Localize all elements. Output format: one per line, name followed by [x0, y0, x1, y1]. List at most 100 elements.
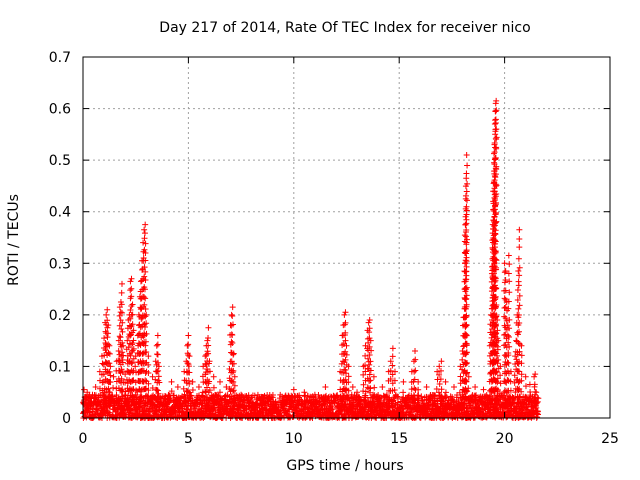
data-point — [505, 252, 512, 259]
data-point — [186, 369, 193, 376]
data-point — [463, 378, 470, 385]
data-point — [495, 337, 502, 344]
data-point — [294, 393, 301, 400]
data-point — [297, 396, 304, 403]
data-point — [492, 248, 499, 255]
data-point — [113, 391, 120, 398]
data-point — [368, 347, 375, 354]
data-point — [412, 347, 419, 354]
data-point — [342, 348, 349, 355]
data-point — [186, 353, 193, 360]
data-point — [463, 349, 470, 356]
data-point — [494, 375, 501, 382]
data-point — [110, 373, 117, 380]
data-point — [516, 302, 523, 309]
data-point — [205, 324, 212, 331]
data-point — [138, 305, 145, 312]
data-point — [493, 369, 500, 376]
data-point — [492, 171, 499, 178]
data-point — [493, 126, 500, 133]
data-point — [154, 341, 161, 348]
data-point — [216, 389, 223, 396]
data-point — [492, 183, 499, 190]
data-point — [389, 362, 396, 369]
data-point — [229, 339, 236, 346]
data-point — [145, 369, 152, 376]
data-point — [412, 356, 419, 363]
data-point — [500, 392, 507, 399]
data-point — [442, 389, 449, 396]
data-point — [106, 360, 113, 367]
data-point — [464, 359, 471, 366]
data-point — [364, 355, 371, 362]
data-point — [534, 398, 541, 405]
data-point — [515, 268, 522, 275]
data-point — [494, 352, 501, 359]
data-point — [494, 317, 501, 324]
data-point — [340, 358, 347, 365]
data-point — [456, 389, 463, 396]
data-point — [115, 337, 122, 344]
data-point — [515, 305, 522, 312]
data-point — [127, 307, 134, 314]
data-point — [128, 360, 135, 367]
data-point — [506, 325, 513, 332]
data-point — [366, 378, 373, 385]
data-point — [345, 379, 352, 386]
data-point — [437, 376, 444, 383]
data-point — [505, 305, 512, 312]
data-point — [230, 350, 237, 357]
data-point — [203, 384, 210, 391]
data-point — [492, 322, 499, 329]
data-point — [463, 236, 470, 243]
data-point — [493, 301, 500, 308]
data-point — [493, 257, 500, 264]
data-point — [301, 389, 308, 396]
data-point — [436, 380, 443, 387]
data-point — [107, 379, 114, 386]
data-point — [389, 353, 396, 360]
data-point — [130, 345, 137, 352]
data-point — [366, 325, 373, 332]
data-point — [492, 117, 499, 124]
data-point — [175, 409, 182, 416]
data-point — [463, 284, 470, 291]
data-point — [464, 388, 471, 395]
data-point — [493, 285, 500, 292]
data-point — [92, 384, 99, 391]
data-point — [492, 219, 499, 226]
data-point — [492, 211, 499, 218]
data-point — [229, 304, 236, 311]
data-point — [511, 372, 518, 379]
data-point — [195, 384, 202, 391]
data-point — [443, 394, 450, 401]
data-point — [145, 387, 152, 394]
data-point — [391, 386, 398, 393]
data-point — [410, 400, 417, 407]
data-point — [118, 326, 125, 333]
data-point — [463, 247, 470, 254]
data-point — [116, 358, 123, 365]
data-point — [154, 332, 161, 339]
data-point — [223, 384, 230, 391]
data-point — [493, 313, 500, 320]
y-tick-label: 0.3 — [49, 256, 71, 272]
data-point — [492, 174, 499, 181]
data-point — [185, 388, 192, 395]
data-point — [507, 387, 514, 394]
data-point — [501, 269, 508, 276]
data-point — [371, 384, 378, 391]
data-point — [141, 226, 148, 233]
data-point — [411, 376, 418, 383]
data-point — [494, 379, 501, 386]
data-point — [153, 342, 160, 349]
data-point — [210, 384, 217, 391]
data-point — [143, 311, 150, 318]
data-point — [117, 334, 124, 341]
data-point — [391, 377, 398, 384]
data-point — [142, 277, 149, 284]
data-point — [436, 371, 443, 378]
data-point — [366, 351, 373, 358]
data-point — [230, 378, 237, 385]
data-point — [451, 384, 458, 391]
